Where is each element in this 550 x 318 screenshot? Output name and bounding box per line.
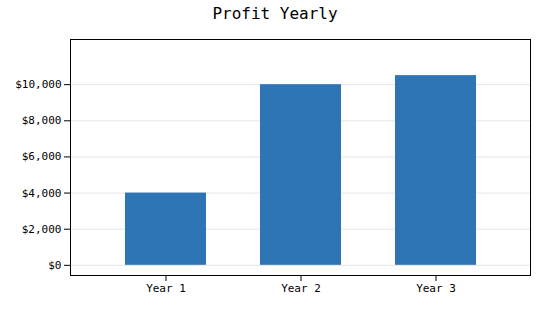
svg-text:$8,000: $8,000 bbox=[22, 114, 62, 127]
svg-text:Year 2: Year 2 bbox=[281, 282, 321, 295]
html-text:Profit Yearly: Profit Yearly bbox=[212, 4, 338, 23]
svg-text:$0: $0 bbox=[48, 259, 61, 272]
svg-text:$10,000: $10,000 bbox=[15, 78, 61, 91]
svg-text:$2,000: $2,000 bbox=[22, 223, 62, 236]
svg-text:$6,000: $6,000 bbox=[22, 150, 62, 163]
svg-text:$4,000: $4,000 bbox=[22, 187, 62, 200]
svg-text:Year 1: Year 1 bbox=[146, 282, 186, 295]
svg-text:Year 3: Year 3 bbox=[416, 282, 456, 295]
